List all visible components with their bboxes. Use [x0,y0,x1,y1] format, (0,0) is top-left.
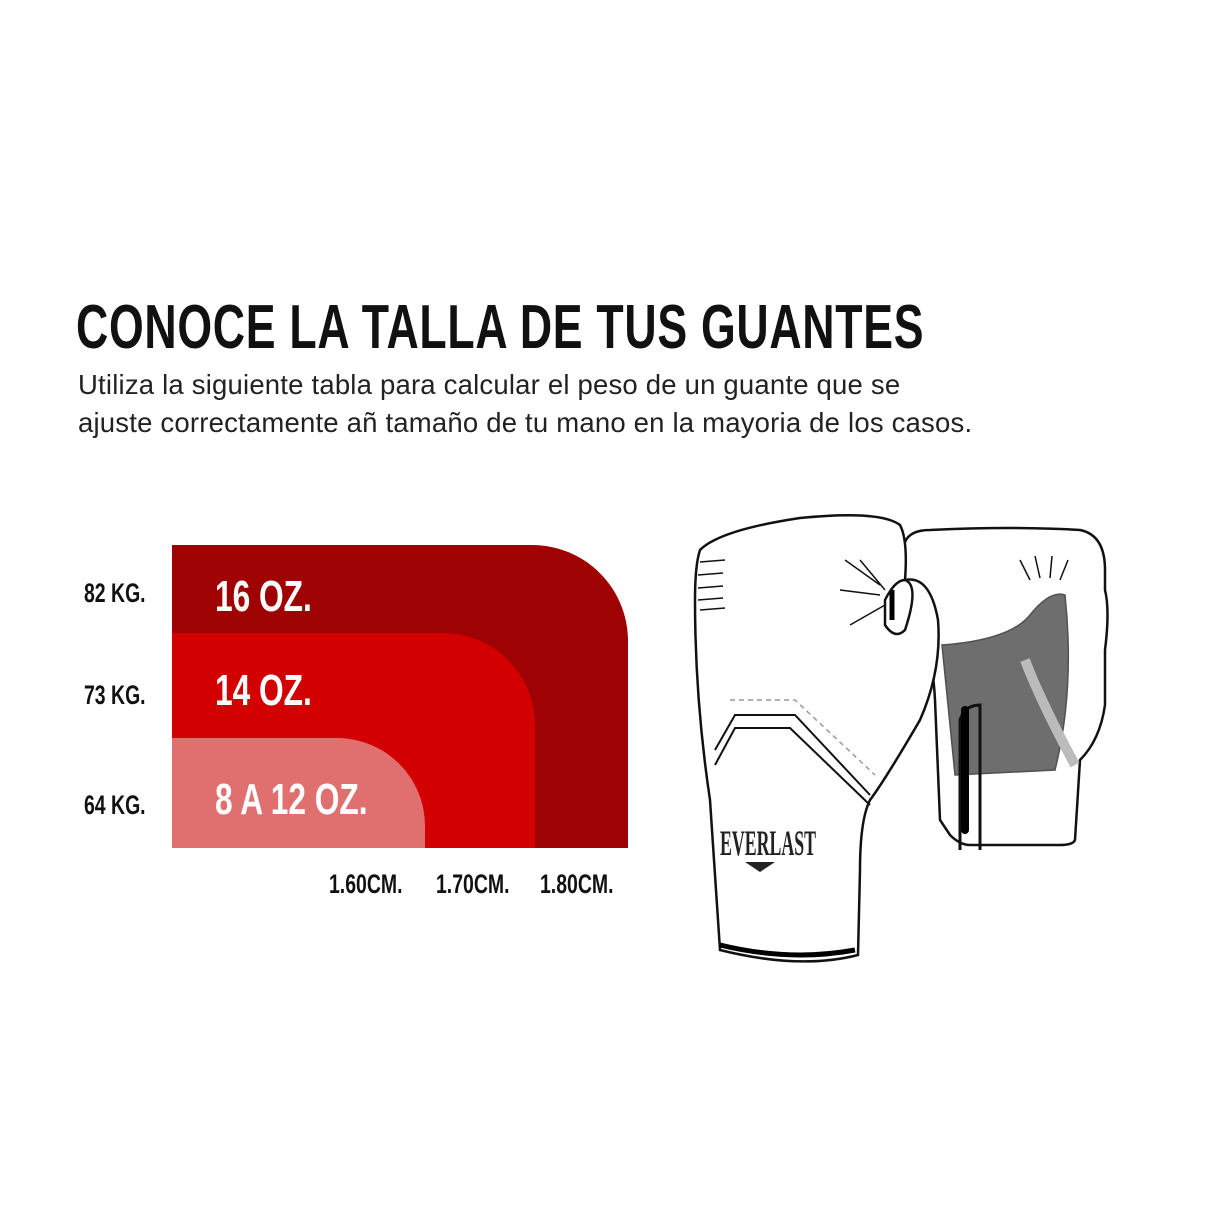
everlast-logo: EVERLAST [720,823,816,863]
band-8-12oz [172,738,425,848]
weight-label-73: 73 KG. [84,680,146,710]
band-label-14oz: 14 OZ. [215,666,312,715]
subtitle-line-1: Utiliza la siguiente tabla para calcular… [78,369,901,400]
band-label-16oz: 16 OZ. [215,572,312,621]
back-glove [903,526,1109,850]
subtitle-line-2: ajuste correctamente añ tamaño de tu man… [78,407,973,438]
weight-label-82: 82 KG. [84,578,146,608]
front-glove: EVERLAST [693,513,940,963]
height-label-160: 1.60CM. [329,869,403,899]
height-label-180: 1.80CM. [540,869,614,899]
subtitle: Utiliza la siguiente tabla para calcular… [78,366,972,442]
band-label-8-12oz: 8 A 12 OZ. [215,775,368,824]
boxing-gloves-illustration: EVERLAST [693,513,1109,963]
weight-label-64: 64 KG. [84,790,146,820]
page-title: CONOCE LA TALLA DE TUS GUANTES [76,293,925,362]
height-label-170: 1.70CM. [436,869,510,899]
